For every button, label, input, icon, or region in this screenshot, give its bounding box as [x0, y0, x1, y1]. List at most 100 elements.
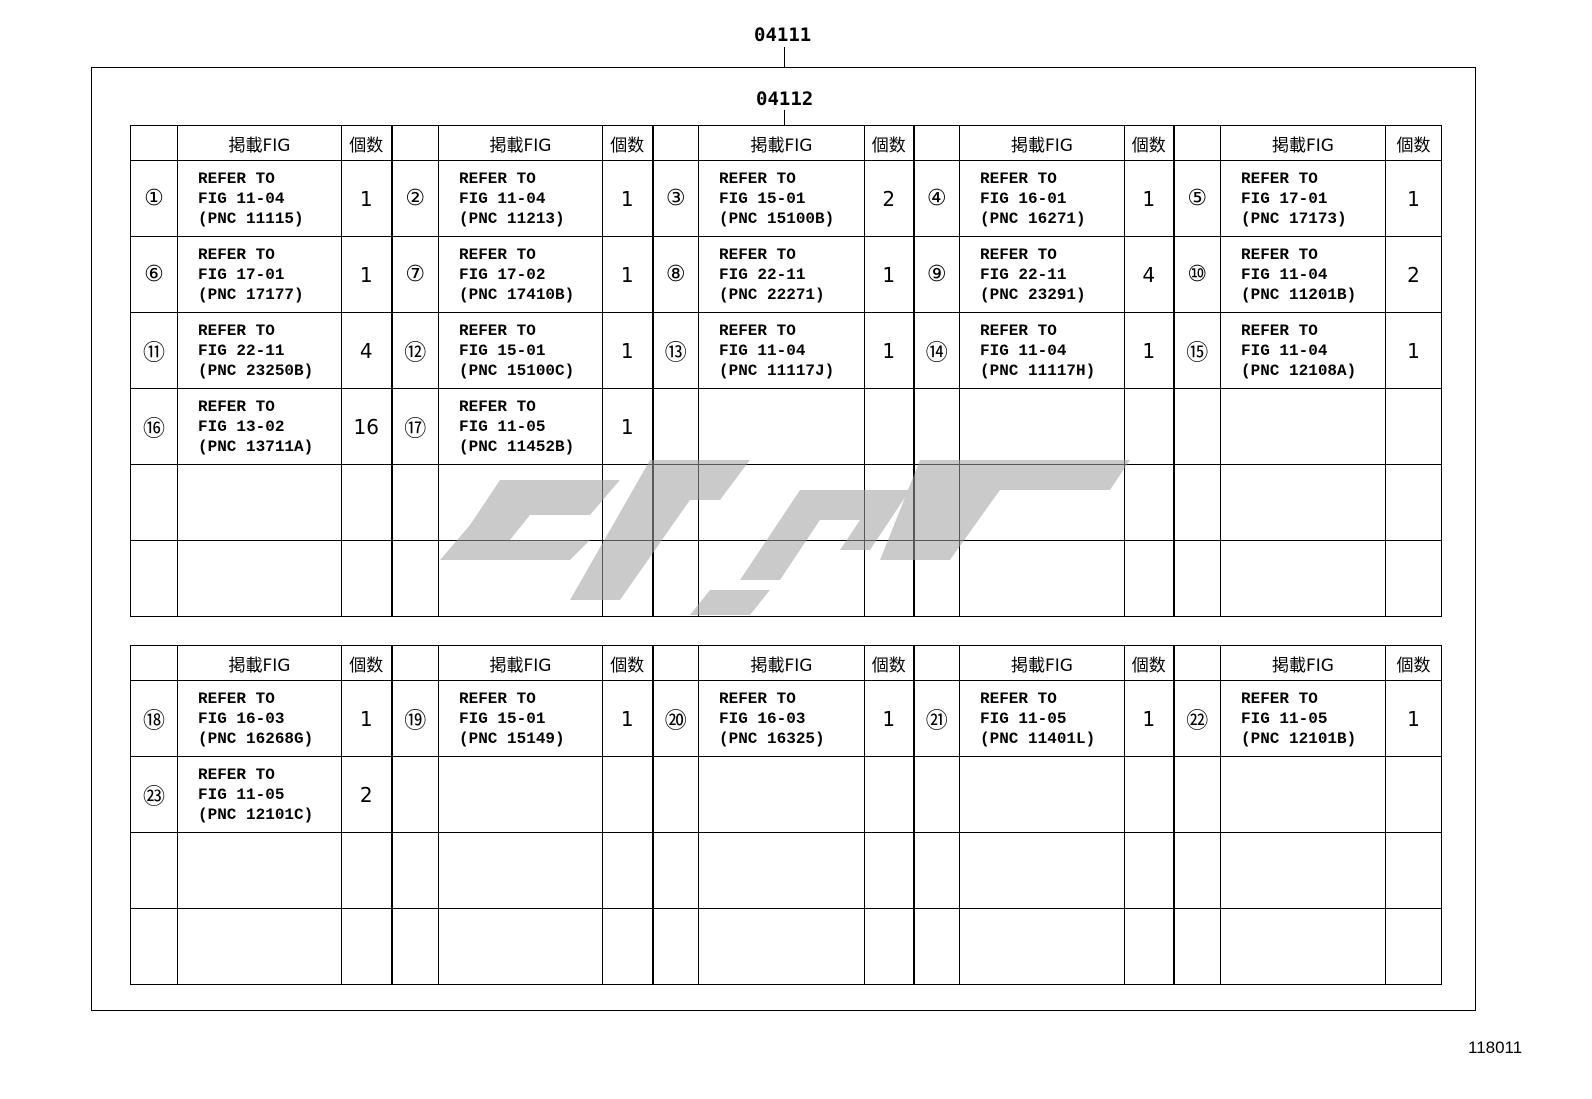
item-number	[651, 388, 699, 465]
fig-reference	[438, 756, 603, 833]
item-number	[1172, 540, 1221, 617]
fig-reference	[959, 540, 1125, 617]
header-qty-label: 個数	[1124, 645, 1174, 681]
illustration-id: 118011	[1468, 1038, 1523, 1057]
item-number: ③	[651, 160, 699, 237]
fig-reference: REFER TO FIG 15-01 (PNC 15149)	[438, 680, 603, 757]
quantity: 1	[341, 236, 392, 313]
quantity	[1385, 464, 1442, 541]
fig-reference: REFER TO FIG 17-01 (PNC 17177)	[177, 236, 342, 313]
quantity: 1	[602, 236, 653, 313]
fig-reference: REFER TO FIG 13-02 (PNC 13711A)	[177, 388, 342, 465]
table-row: ⑪ REFER TO FIG 22-11 (PNC 23250B) 4 ⑫ REFER …	[130, 312, 1442, 389]
quantity: 1	[864, 236, 914, 313]
item-number	[130, 464, 178, 541]
item-number	[651, 756, 699, 833]
item-number: ⑤	[1172, 160, 1221, 237]
item-number	[390, 832, 439, 909]
outer-assembly-code: 04111	[754, 24, 812, 46]
quantity: 1	[1124, 160, 1174, 237]
item-number: ⑰	[390, 388, 439, 465]
header-fig-label: 掲載FIG	[1220, 645, 1386, 681]
fig-reference	[438, 540, 603, 617]
quantity: 1	[864, 680, 914, 757]
quantity: 2	[1385, 236, 1442, 313]
item-number: ⑦	[390, 236, 439, 313]
item-number: ⑬	[651, 312, 699, 389]
quantity	[1124, 388, 1174, 465]
item-number: ⑮	[1172, 312, 1221, 389]
item-number: ⑪	[130, 312, 178, 389]
item-number	[390, 908, 439, 985]
quantity	[602, 540, 653, 617]
fig-reference	[959, 908, 1125, 985]
quantity	[864, 540, 914, 617]
header-number-cell	[912, 645, 960, 681]
item-number	[912, 756, 960, 833]
quantity: 1	[1385, 680, 1442, 757]
table-row	[130, 908, 1442, 985]
item-number: ㉓	[130, 756, 178, 833]
item-number	[1172, 832, 1221, 909]
fig-reference: REFER TO FIG 16-03 (PNC 16268G)	[177, 680, 342, 757]
quantity: 1	[1385, 312, 1442, 389]
quantity	[341, 540, 392, 617]
header-qty-label: 個数	[864, 645, 914, 681]
fig-reference: REFER TO FIG 11-04 (PNC 11115)	[177, 160, 342, 237]
quantity	[1385, 756, 1442, 833]
item-number: ①	[130, 160, 178, 237]
fig-reference	[1220, 832, 1386, 909]
table-row: ① REFER TO FIG 11-04 (PNC 11115) 1 ② REFER T…	[130, 160, 1442, 237]
fig-reference: REFER TO FIG 17-02 (PNC 17410B)	[438, 236, 603, 313]
fig-reference	[959, 388, 1125, 465]
table-row	[130, 832, 1442, 909]
quantity	[1385, 388, 1442, 465]
item-number	[1172, 388, 1221, 465]
item-number: ⑫	[390, 312, 439, 389]
item-number	[1172, 756, 1221, 833]
item-number	[912, 464, 960, 541]
header-number-cell	[1172, 645, 1221, 681]
item-number	[651, 908, 699, 985]
quantity	[602, 832, 653, 909]
header-number-cell	[1172, 125, 1221, 161]
reference-table-lower: 掲載FIG 個数 掲載FIG 個数 掲載FIG 個数 掲載FIG 個数 掲載FIG 個数 ⑱ REFE…	[130, 645, 1442, 985]
quantity	[864, 756, 914, 833]
fig-reference	[1220, 908, 1386, 985]
item-number	[130, 540, 178, 617]
quantity	[864, 388, 914, 465]
header-qty-label: 個数	[341, 645, 392, 681]
fig-reference	[177, 464, 342, 541]
item-number	[1172, 464, 1221, 541]
fig-reference	[1220, 540, 1386, 617]
item-number: ⑨	[912, 236, 960, 313]
outer-frame	[91, 67, 1476, 1011]
table-row	[130, 464, 1442, 541]
fig-reference: REFER TO FIG 11-04 (PNC 12108A)	[1220, 312, 1386, 389]
item-number: ②	[390, 160, 439, 237]
item-number	[651, 832, 699, 909]
fig-reference	[438, 464, 603, 541]
header-number-cell	[390, 125, 439, 161]
quantity: 1	[864, 312, 914, 389]
quantity: 2	[341, 756, 392, 833]
table-row	[130, 540, 1442, 617]
fig-reference: REFER TO FIG 22-11 (PNC 23291)	[959, 236, 1125, 313]
header-number-cell	[390, 645, 439, 681]
quantity	[602, 464, 653, 541]
item-number	[912, 908, 960, 985]
header-qty-label: 個数	[602, 125, 653, 161]
quantity: 16	[341, 388, 392, 465]
fig-reference: REFER TO FIG 15-01 (PNC 15100B)	[698, 160, 865, 237]
item-number	[912, 832, 960, 909]
fig-reference: REFER TO FIG 11-05 (PNC 11452B)	[438, 388, 603, 465]
item-number: ⑳	[651, 680, 699, 757]
fig-reference: REFER TO FIG 16-01 (PNC 16271)	[959, 160, 1125, 237]
fig-reference: REFER TO FIG 11-05 (PNC 12101B)	[1220, 680, 1386, 757]
inner-code-leader-line	[784, 110, 785, 126]
quantity	[864, 464, 914, 541]
fig-reference: REFER TO FIG 11-04 (PNC 11117J)	[698, 312, 865, 389]
quantity	[341, 464, 392, 541]
quantity	[1124, 832, 1174, 909]
fig-reference: REFER TO FIG 11-05 (PNC 12101C)	[177, 756, 342, 833]
